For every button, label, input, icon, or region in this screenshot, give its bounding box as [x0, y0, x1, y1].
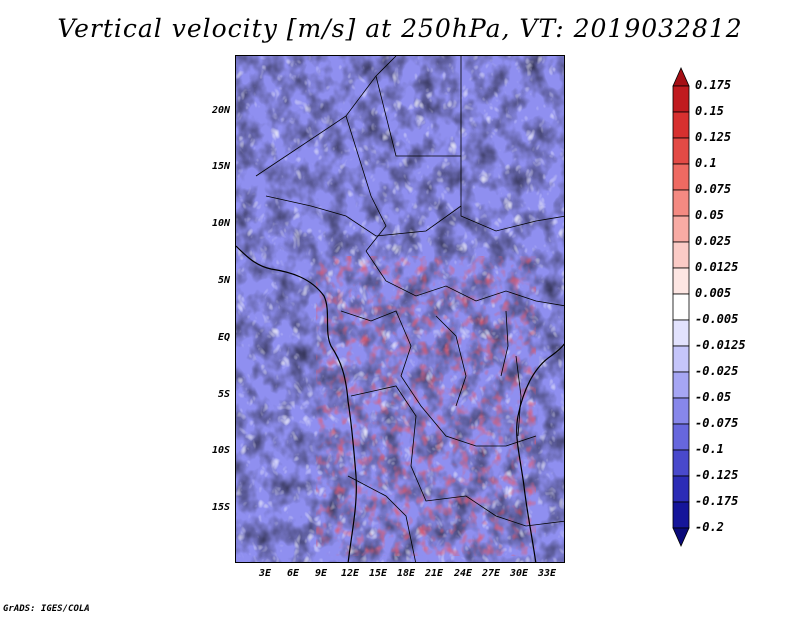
lon-tick-label: 9E: [314, 568, 328, 579]
lon-tick-label: 6E: [286, 568, 300, 579]
lon-tick-label: 12E: [340, 568, 360, 579]
lat-tick-label: 5S: [217, 389, 230, 400]
country-borders: [255, 56, 564, 562]
colorbar-swatch: [672, 423, 690, 451]
colorbar-extend-bottom: [672, 527, 690, 547]
colorbar-label: 0.175: [695, 78, 732, 92]
colorbar-swatch: [672, 501, 690, 529]
colorbar-label: -0.175: [695, 494, 739, 508]
colorbar-label: -0.0125: [695, 338, 746, 352]
lat-tick-label: 5N: [217, 275, 230, 286]
colorbar-extend-top: [672, 67, 690, 87]
colorbar-label: 0.125: [695, 130, 732, 144]
colorbar-label: 0.05: [695, 208, 724, 222]
lon-tick-label: 24E: [453, 568, 473, 579]
colorbar-label: -0.05: [695, 390, 732, 404]
footer-credit: GrADS: IGES/COLA: [3, 604, 90, 614]
colorbar-label: -0.025: [695, 364, 739, 378]
lat-tick-label: 15N: [211, 161, 230, 172]
lon-tick-label: 33E: [537, 568, 557, 579]
colorbar-label: 0.025: [695, 234, 732, 248]
lon-tick-label: 18E: [396, 568, 416, 579]
colorbar-label: 0.005: [695, 286, 732, 300]
colorbar-label: -0.2: [695, 520, 724, 534]
colorbar-swatch: [672, 319, 690, 347]
lat-tick-label: 15S: [211, 502, 230, 513]
colorbar-swatch: [672, 371, 690, 399]
colorbar-swatch: [672, 111, 690, 139]
colorbar: [672, 67, 690, 547]
vertical-velocity-map: [236, 56, 564, 562]
colorbar-label: -0.075: [695, 416, 739, 430]
lon-tick-label: 30E: [509, 568, 529, 579]
lon-tick-label: 21E: [424, 568, 444, 579]
chart-title: Vertical velocity [m/s] at 250hPa, VT: 2…: [57, 14, 743, 43]
colorbar-label: 0.1: [695, 156, 717, 170]
colorbar-label: 0.075: [695, 182, 732, 196]
lon-tick-label: 15E: [368, 568, 388, 579]
colorbar-label: -0.005: [695, 312, 739, 326]
lon-tick-label: 27E: [481, 568, 501, 579]
map-panel: [235, 55, 565, 563]
colorbar-swatch: [672, 241, 690, 269]
colorbar-swatch: [672, 215, 690, 243]
colorbar-swatch: [672, 137, 690, 165]
colorbar-swatch: [672, 189, 690, 217]
lat-tick-label: 10S: [211, 445, 230, 456]
field-convective-core: [316, 256, 536, 556]
colorbar-label: 0.0125: [695, 260, 739, 274]
colorbar-label: 0.15: [695, 104, 724, 118]
lon-tick-label: 3E: [258, 568, 272, 579]
colorbar-swatch: [672, 449, 690, 477]
lat-tick-label: 20N: [211, 105, 230, 116]
lat-tick-label: EQ: [217, 332, 230, 343]
colorbar-swatch: [672, 85, 690, 113]
colorbar-swatch: [672, 163, 690, 191]
colorbar-swatch: [672, 475, 690, 503]
lat-tick-label: 10N: [211, 218, 230, 229]
colorbar-swatch: [672, 293, 690, 321]
colorbar-swatch: [672, 345, 690, 373]
colorbar-label: -0.1: [695, 442, 724, 456]
colorbar-swatch: [672, 267, 690, 295]
colorbar-swatch: [672, 397, 690, 425]
colorbar-label: -0.125: [695, 468, 739, 482]
